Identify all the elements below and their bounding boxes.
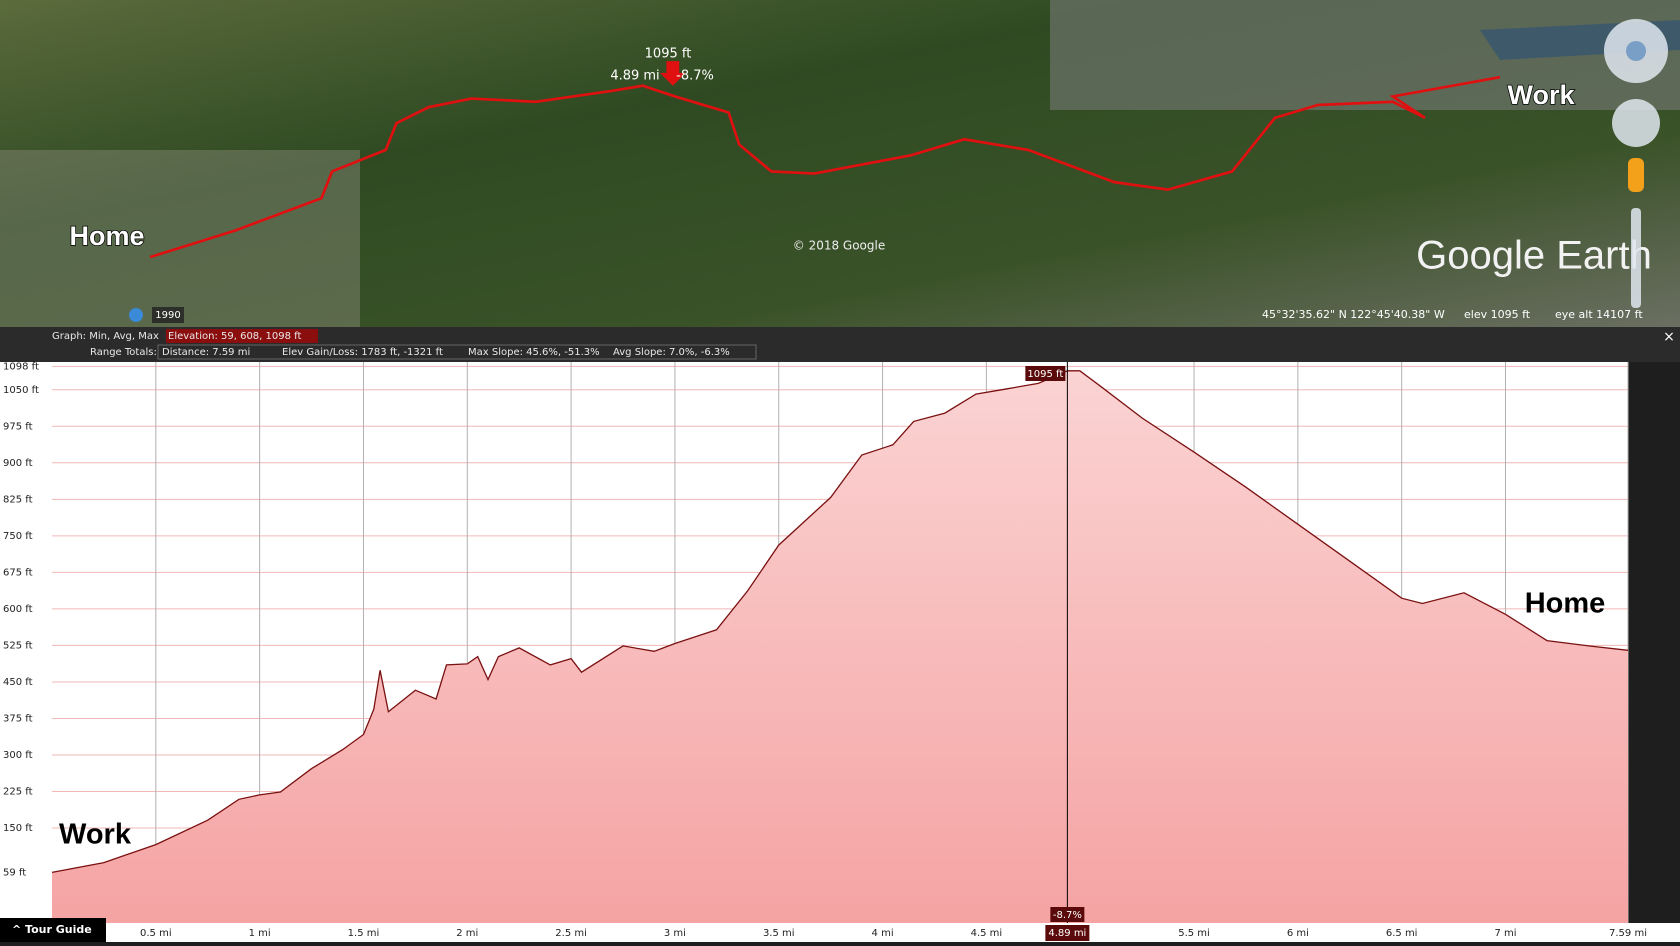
x-tick-label: 4.5 mi (971, 928, 1003, 939)
cursor-arrow (659, 61, 686, 86)
x-tick-label: 3.5 mi (763, 928, 795, 939)
range-max-slope: Max Slope: 45.6%, -51.3% (468, 347, 600, 358)
cursor-slope-box (1050, 907, 1085, 922)
plot (51, 362, 1629, 923)
area-fill (52, 370, 1628, 923)
home-label: Home (69, 221, 144, 251)
status-eye-alt: eye alt 14107 ft (1555, 308, 1643, 321)
labels: 59 ft 150 ft 225 ft 300 ft 375 ft 450 ft 525 f… (3, 361, 1647, 941)
y-tick-label: 600 ft (3, 604, 33, 615)
copyright: © 2018 Google (793, 239, 885, 253)
status-coordinates: 45°32'35.62" N 122°45'40.38" W (1262, 308, 1445, 321)
x-tick-label: 1 mi (249, 928, 271, 939)
chart-annotation: Home (1525, 588, 1606, 620)
cursor-x-box (1045, 925, 1090, 941)
y-tick-label: 450 ft (3, 677, 33, 688)
route-group (149, 61, 1501, 259)
graph-label: Graph: Min, Avg, Max (52, 331, 159, 342)
suburb-area (0, 150, 360, 327)
y-tick-label: 59 ft (3, 867, 26, 878)
work-label: Work (1507, 80, 1575, 110)
cursor-x-label: 4.89 mi (1048, 928, 1086, 939)
year-box (152, 307, 184, 323)
tour-guide-text[interactable]: Tour Guide (25, 923, 92, 936)
y-tick-label: 225 ft (3, 787, 33, 798)
x-tick-label: 5.5 mi (1178, 928, 1210, 939)
range-avg-slope: Avg Slope: 7.0%, -6.3% (613, 347, 730, 358)
y-tick-label: 375 ft (3, 713, 33, 724)
cursor-elevation-box (1025, 366, 1066, 381)
y-tick-label: 900 ft (3, 458, 33, 469)
elevation-line (51, 370, 1629, 874)
x-axis-area (0, 923, 1680, 942)
brand-logo: Google Earth (1416, 234, 1652, 278)
y-tick-label: 150 ft (3, 823, 33, 834)
zoom-slider[interactable] (1631, 208, 1641, 308)
y-tick-label: 525 ft (3, 640, 33, 651)
cursor-slope-label: -8.7% (1053, 910, 1082, 921)
y-tick-label: 975 ft (3, 421, 33, 432)
move-control[interactable] (1612, 99, 1660, 147)
x-tick-label: 6 mi (1287, 928, 1309, 939)
cursor-elevation-label: 1095 ft (1027, 369, 1063, 380)
x-tick-label: 0.5 mi (140, 928, 172, 939)
y-tick-label: 825 ft (3, 494, 33, 505)
tour-guide-button[interactable] (0, 918, 106, 942)
range-label: Range Totals: (90, 347, 157, 358)
tour-guide-label[interactable]: ^ Tour Guide (12, 923, 92, 936)
graph-elevation: Elevation: 59, 608, 1098 ft (168, 331, 301, 342)
x-tick-label: 6.5 mi (1386, 928, 1418, 939)
route (149, 75, 1501, 259)
range-gain-loss: Elev Gain/Loss: 1783 ft, -1321 ft (282, 347, 443, 358)
x-tick-label: 3 mi (664, 928, 686, 939)
y-axis-area (0, 362, 52, 923)
map-cursor-slope: -8.7% (676, 69, 714, 84)
chart-annotation: Work (59, 819, 132, 851)
x-tick-label: 7 mi (1494, 928, 1516, 939)
x-tick-label: 7.59 mi (1609, 928, 1647, 939)
historical-year: 1990 (155, 310, 180, 321)
elevation-highlight[interactable] (166, 329, 318, 343)
x-tick-label: 1.5 mi (348, 928, 380, 939)
x-tick-label: 4 mi (872, 928, 894, 939)
history-icon[interactable] (129, 308, 143, 322)
map-cursor-distance: 4.89 mi (610, 69, 659, 84)
y-tick-label: 300 ft (3, 750, 33, 761)
look-center[interactable] (1626, 41, 1646, 61)
map-cursor-elevation: 1095 ft (645, 47, 692, 62)
x-tick-label: 2 mi (456, 928, 478, 939)
x-tick-label: 2.5 mi (555, 928, 587, 939)
range-distance: Distance: 7.59 mi (162, 347, 250, 358)
range-box (157, 344, 757, 360)
close-button[interactable]: × (1663, 329, 1675, 345)
y-tick-label: 1098 ft (3, 361, 39, 372)
y-tick-label: 750 ft (3, 531, 33, 542)
y-tick-label: 1050 ft (3, 385, 39, 396)
y-tick-label: 675 ft (3, 567, 33, 578)
street-view-pegman[interactable] (1628, 158, 1644, 192)
status-elevation: elev 1095 ft (1464, 308, 1531, 321)
